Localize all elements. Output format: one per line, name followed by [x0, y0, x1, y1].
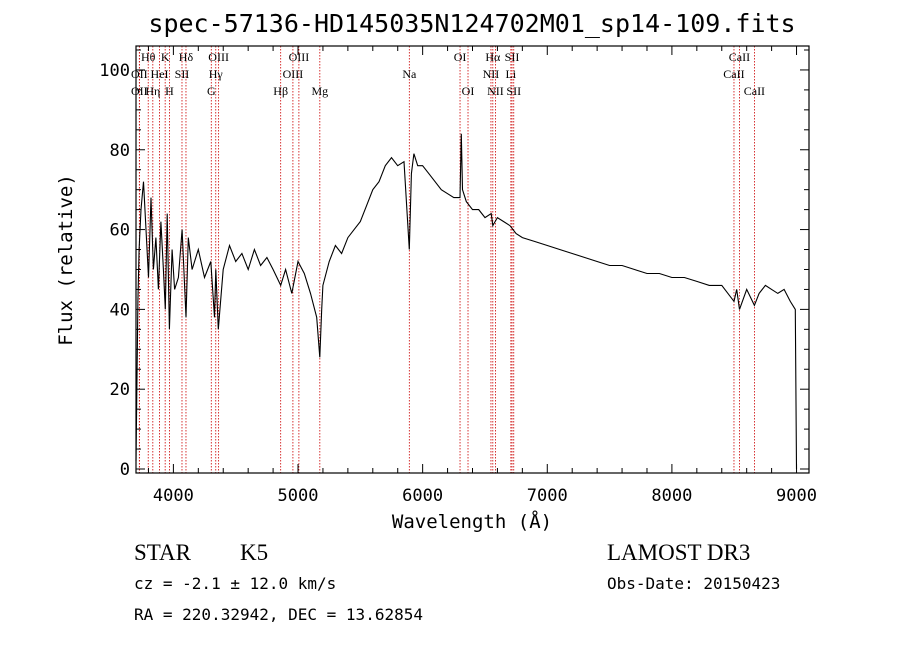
marker-label-22: SII [505, 50, 520, 64]
marker-label-9: OIII [208, 50, 229, 64]
redshift-cz: cz = -2.1 ± 12.0 km/s [134, 574, 336, 593]
marker-label-3: OII [131, 84, 148, 98]
marker-label-21: NII [487, 84, 504, 98]
marker-label-6: H [165, 84, 174, 98]
y-tick-label-4: 80 [110, 141, 130, 161]
marker-label-15: Mg [311, 84, 328, 98]
marker-label-16: Na [402, 67, 417, 81]
marker-label-0: Hθ [141, 50, 156, 64]
x-axis-label: Wavelength (Å) [392, 510, 552, 533]
spectrum-line [135, 133, 798, 470]
marker-label-11: G [207, 84, 216, 98]
x-tick-label-5: 9000 [776, 486, 817, 506]
spectral-line-markers [138, 46, 755, 473]
marker-label-14: OIII [283, 67, 304, 81]
x-tick-label-3: 7000 [527, 486, 568, 506]
marker-label-10: Hγ [209, 67, 224, 81]
marker-label-13: OIII [289, 50, 310, 64]
x-tick-label-2: 6000 [402, 486, 443, 506]
x-axis-ticks: 4000 5000 6000 7000 8000 9000 [147, 46, 817, 506]
marker-label-5: K [161, 50, 170, 64]
x-tick-label-1: 5000 [278, 486, 319, 506]
y-tick-label-1: 20 [110, 380, 130, 400]
object-subclass: K5 [240, 540, 268, 565]
marker-label-19: Hα [485, 50, 501, 64]
marker-label-8: Hδ [179, 50, 194, 64]
x-tick-label-4: 8000 [651, 486, 692, 506]
marker-label-4: HeI [151, 67, 169, 81]
y-tick-label-2: 40 [110, 300, 130, 320]
y-tick-label-5: 100 [99, 61, 130, 81]
marker-label-24: SII [506, 84, 521, 98]
marker-label-17: OI [454, 50, 467, 64]
marker-label-12: Hβ [273, 84, 288, 98]
marker-label-7: SII [175, 67, 190, 81]
marker-label-23: Li [506, 67, 517, 81]
marker-label-2: Hη [145, 84, 160, 98]
marker-label-1: OII [131, 67, 148, 81]
survey-name: LAMOST DR3 [607, 540, 750, 565]
ra-dec: RA = 220.32942, DEC = 13.62854 [134, 605, 423, 624]
y-tick-label-0: 0 [120, 460, 130, 480]
marker-label-26: CaII [723, 67, 744, 81]
object-class: STAR [134, 540, 192, 565]
marker-label-27: CaII [744, 84, 765, 98]
marker-label-18: OI [462, 84, 475, 98]
x-tick-label-0: 4000 [153, 486, 194, 506]
y-axis-label: Flux (relative) [55, 174, 77, 346]
marker-label-25: CaII [729, 50, 750, 64]
chart-title: spec-57136-HD145035N124702M01_sp14-109.f… [148, 9, 795, 38]
y-tick-label-3: 60 [110, 221, 130, 241]
marker-label-20: NII [483, 67, 500, 81]
y-axis-ticks: 0 20 40 60 80 100 [99, 49, 809, 480]
observation-date: Obs-Date: 20150423 [607, 574, 780, 593]
